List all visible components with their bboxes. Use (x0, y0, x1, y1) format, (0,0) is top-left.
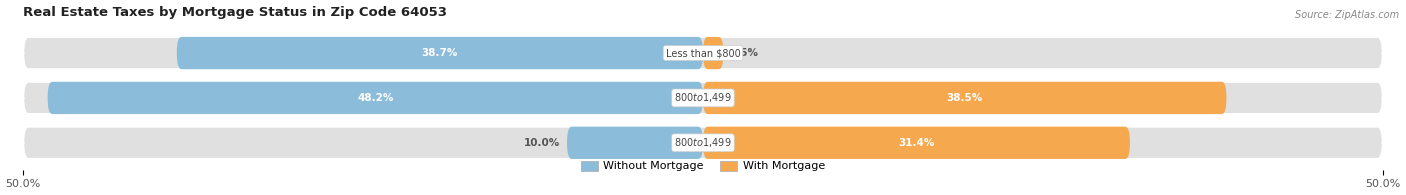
FancyBboxPatch shape (22, 127, 1384, 159)
Text: 38.7%: 38.7% (422, 48, 458, 58)
Text: 1.5%: 1.5% (730, 48, 759, 58)
Text: 10.0%: 10.0% (524, 138, 560, 148)
FancyBboxPatch shape (48, 82, 703, 114)
FancyBboxPatch shape (22, 82, 1384, 114)
FancyBboxPatch shape (703, 37, 724, 69)
Text: Real Estate Taxes by Mortgage Status in Zip Code 64053: Real Estate Taxes by Mortgage Status in … (22, 5, 447, 19)
FancyBboxPatch shape (177, 37, 703, 69)
FancyBboxPatch shape (703, 127, 1130, 159)
FancyBboxPatch shape (22, 37, 1384, 69)
Text: 38.5%: 38.5% (946, 93, 983, 103)
Legend: Without Mortgage, With Mortgage: Without Mortgage, With Mortgage (576, 156, 830, 176)
Text: $800 to $1,499: $800 to $1,499 (675, 136, 731, 149)
Text: $800 to $1,499: $800 to $1,499 (675, 91, 731, 105)
Text: Source: ZipAtlas.com: Source: ZipAtlas.com (1295, 10, 1399, 20)
FancyBboxPatch shape (703, 82, 1226, 114)
Text: Less than $800: Less than $800 (665, 48, 741, 58)
FancyBboxPatch shape (567, 127, 703, 159)
Text: 48.2%: 48.2% (357, 93, 394, 103)
Text: 31.4%: 31.4% (898, 138, 935, 148)
